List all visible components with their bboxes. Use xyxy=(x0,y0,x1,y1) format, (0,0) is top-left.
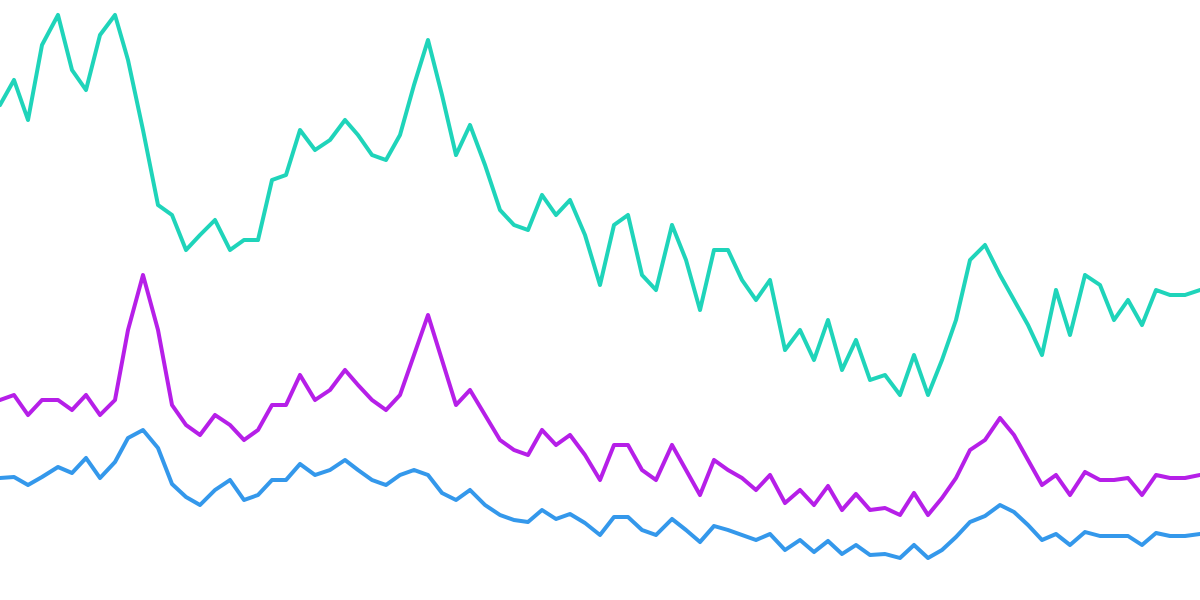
line-chart xyxy=(0,0,1200,600)
series-teal xyxy=(0,15,1200,395)
